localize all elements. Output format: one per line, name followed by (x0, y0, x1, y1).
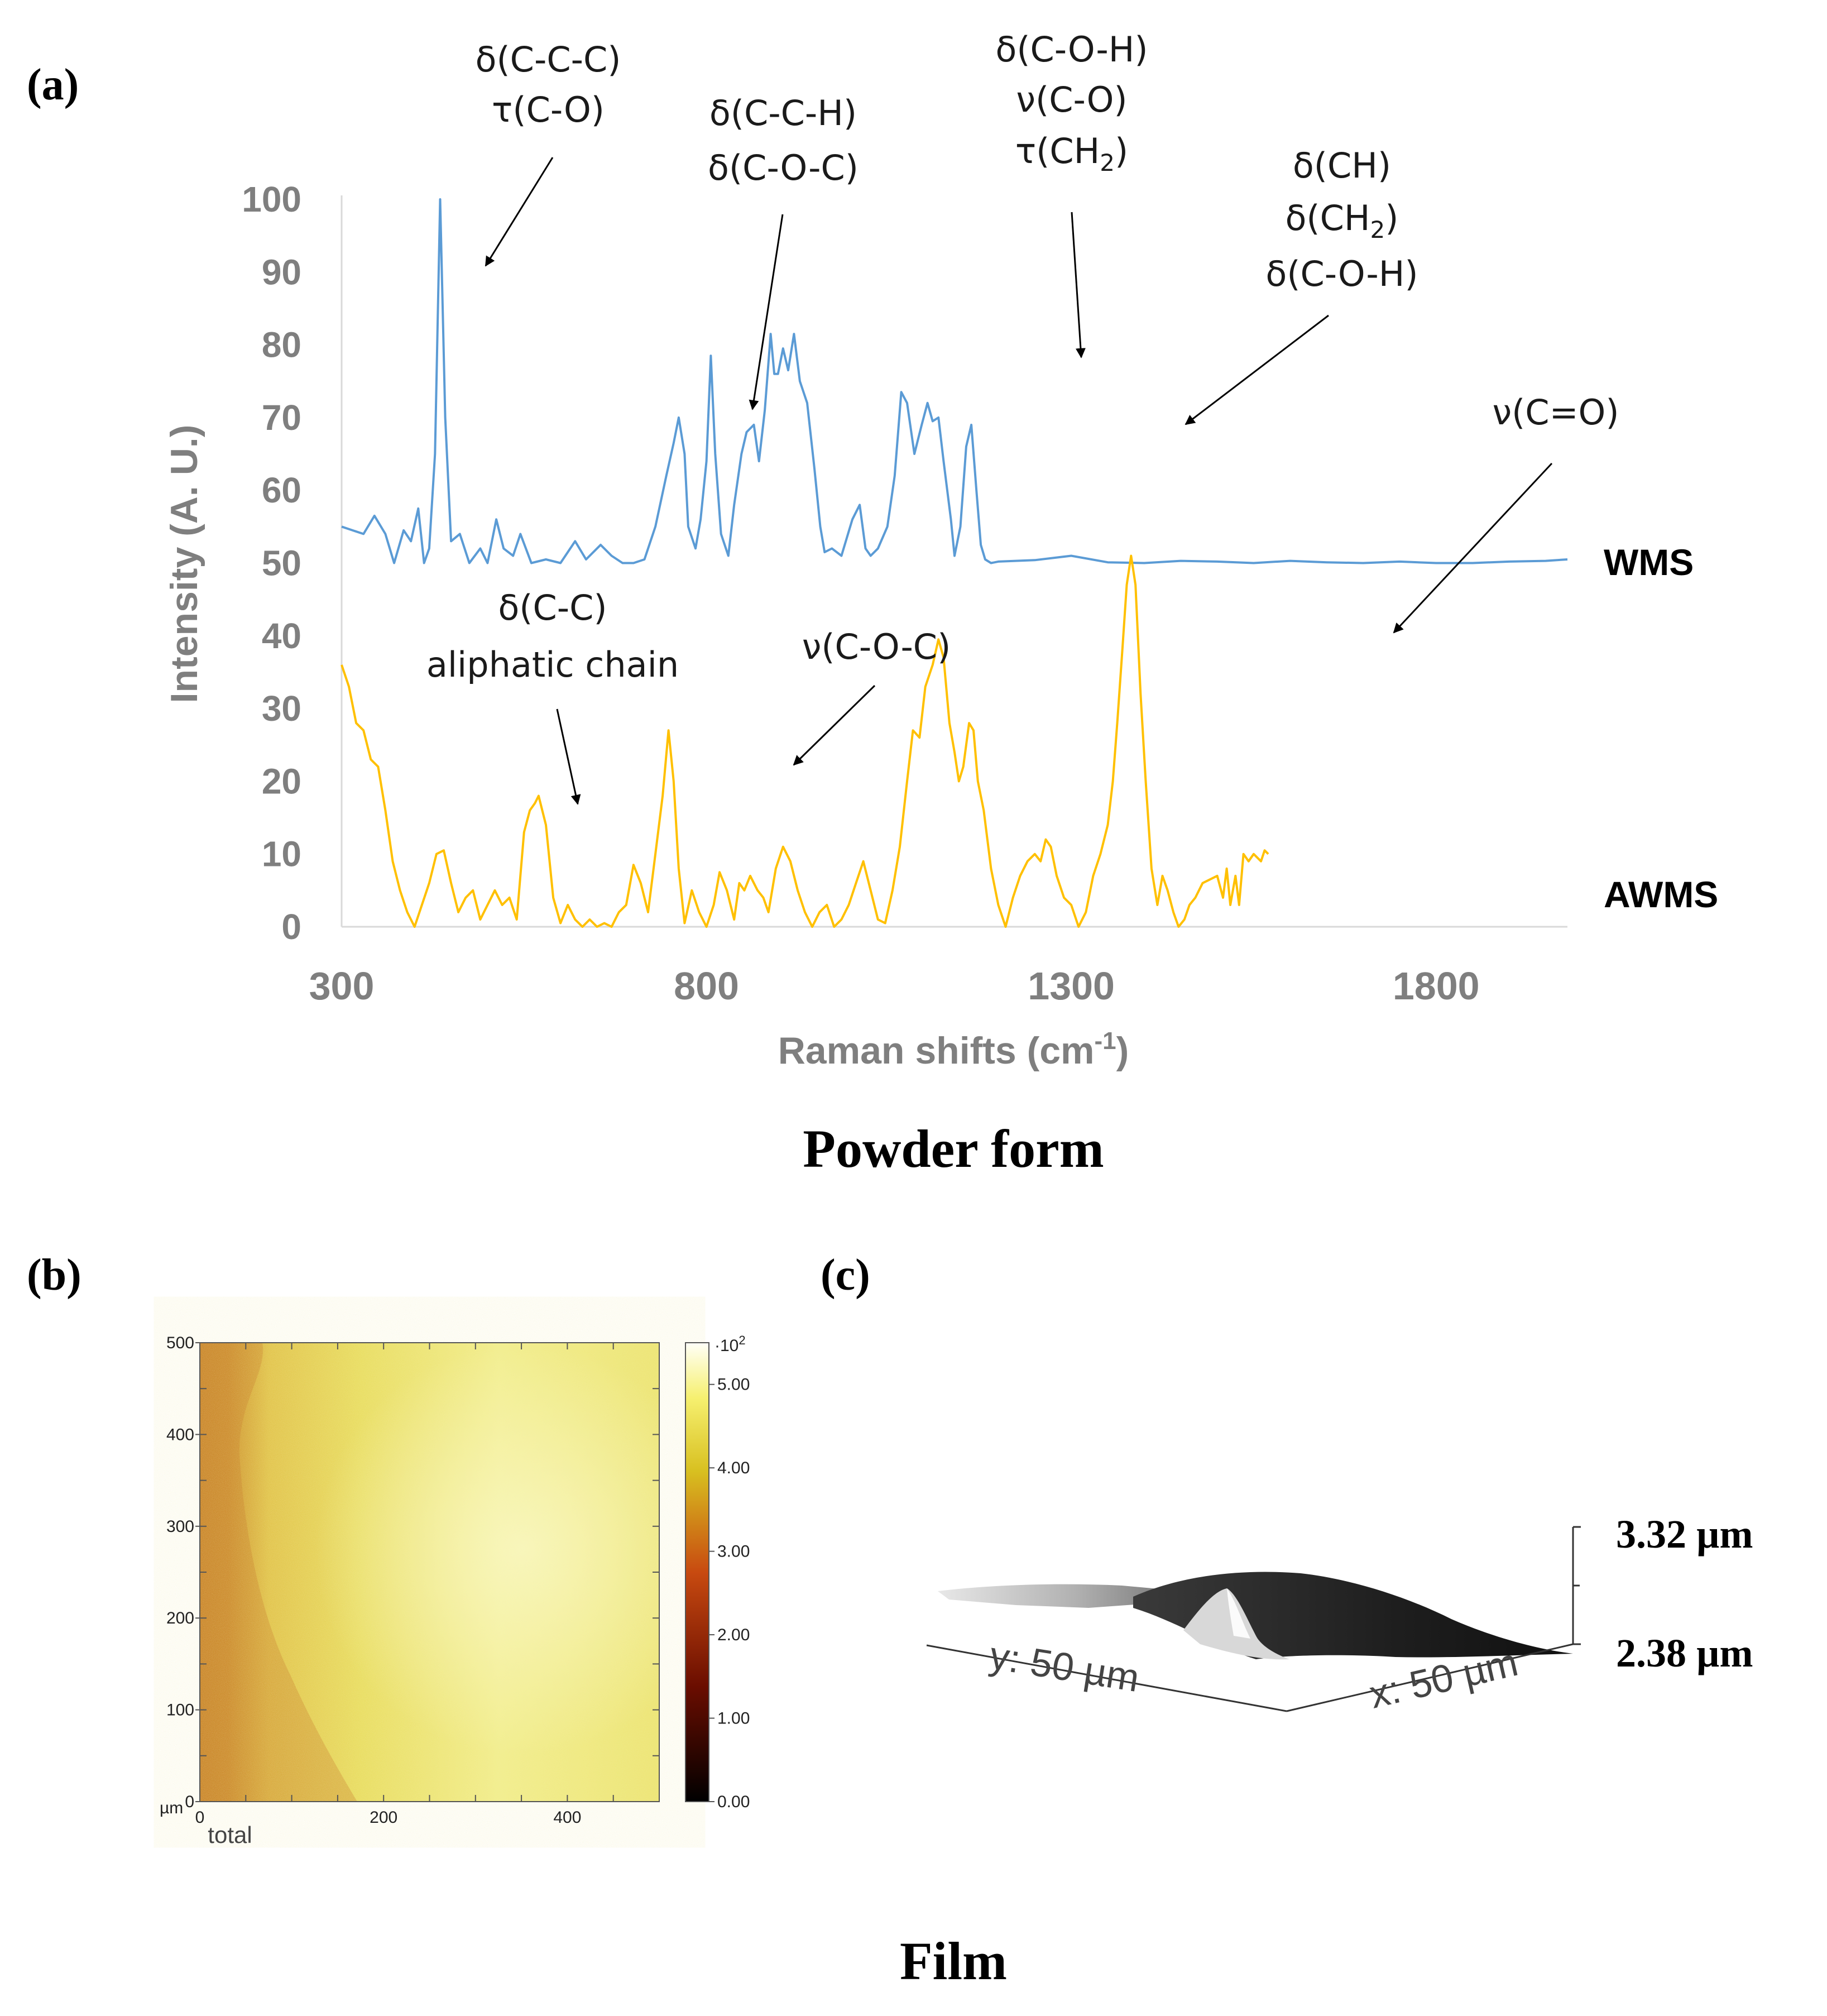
colorbar-tick: 5.00 (717, 1376, 750, 1394)
y-axis-title: Intensity (A. U.) (163, 425, 205, 703)
heatmap-y-tick: 0 (185, 1793, 194, 1811)
arrow-cc (556, 708, 581, 805)
annotation-ch: δ(CH) δ(CH2) δ(C-O-H) (1185, 145, 1418, 425)
y-tick-labels: 0 10 20 30 40 50 60 70 80 90 100 (242, 179, 301, 947)
svg-text:δ(C-C-C): δ(C-C-C) (476, 39, 621, 80)
y-tick-label: 50 (262, 543, 301, 583)
y-tick-label: 40 (262, 616, 301, 656)
svg-text:δ(C-O-H): δ(C-O-H) (1265, 253, 1418, 294)
arrow-coc (793, 684, 876, 766)
x-tick-label: 300 (309, 964, 375, 1008)
heatmap-image (200, 1343, 659, 1802)
svg-text:ν(C=O): ν(C=O) (1492, 392, 1619, 433)
annotation-cc: δ(C-C) aliphatic chain (426, 587, 679, 805)
heatmap-x-tick: 0 (195, 1808, 205, 1827)
surface-base-x (1286, 1643, 1574, 1712)
colorbar-tick: 1.00 (717, 1709, 750, 1728)
series-label-wms: WMS (1604, 542, 1694, 583)
svg-text:δ(C-C): δ(C-C) (498, 587, 607, 628)
colorbar-tick: 2.00 (717, 1626, 750, 1644)
x-tick-labels: 300 800 1300 1800 (309, 964, 1480, 1008)
raman-chart: 0 10 20 30 40 50 60 70 80 90 100 300 800 1300 1800 In… (163, 29, 1718, 1072)
panel-c-label: (c) (821, 1251, 870, 1300)
svg-text:ν(C-O): ν(C-O) (1016, 79, 1127, 120)
colorbar-tick-labels: 0.00 1.00 2.00 3.00 4.00 5.00 (709, 1376, 750, 1811)
caption-powder-form: Powder form (803, 1119, 1104, 1179)
annotation-ccc: δ(C-C-C) τ(C-O) (476, 39, 621, 267)
heatmap-y-tick: 400 (166, 1425, 194, 1444)
annotation-coh: δ(C-O-H) ν(C-O) τ(CH2) (995, 29, 1148, 358)
surface-y-label: y: 50 µm (987, 1634, 1143, 1700)
surface-base-y (926, 1644, 1287, 1712)
annotation-cch: δ(C-C-H) δ(C-O-C) (708, 93, 859, 410)
heatmap-y-tick: 500 (166, 1334, 194, 1352)
colorbar-multiplier: ·102 (715, 1333, 746, 1355)
series-awms-line (341, 554, 1269, 928)
x-tick-label: 1300 (1028, 964, 1115, 1008)
surface-plot: y: 50 µm x: 50 µm 3.32 µm 2.38 µm (926, 1512, 1753, 1717)
colorbar-tick: 3.00 (717, 1543, 750, 1561)
svg-text:δ(CH2): δ(CH2) (1286, 198, 1399, 243)
x-tick-label: 800 (674, 964, 739, 1008)
svg-text:δ(C-C-H): δ(C-C-H) (709, 93, 857, 133)
y-tick-label: 20 (262, 761, 301, 801)
svg-text:δ(C-O-H): δ(C-O-H) (995, 29, 1148, 70)
y-tick-label: 80 (262, 325, 301, 365)
heatmap-x-tick: 400 (553, 1808, 581, 1827)
y-tick-label: 10 (262, 834, 301, 874)
arrow-cch (749, 214, 784, 410)
svg-text:τ(CH2): τ(CH2) (1015, 131, 1128, 176)
heatmap-x-tick: 200 (370, 1808, 397, 1827)
svg-text:aliphatic chain: aliphatic chain (426, 644, 679, 685)
x-tick-label: 1800 (1393, 964, 1480, 1008)
panel-b-label: (b) (27, 1251, 81, 1300)
surface-z-max: 3.32 µm (1616, 1512, 1753, 1557)
y-tick-label: 70 (262, 398, 301, 438)
colorbar-tick: 4.00 (717, 1459, 750, 1477)
svg-text:δ(C-O-C): δ(C-O-C) (708, 147, 859, 188)
series-label-awms: AWMS (1604, 874, 1718, 915)
arrow-co (1393, 462, 1553, 634)
svg-text:δ(CH): δ(CH) (1293, 145, 1391, 186)
heatmap-y-tick: 200 (166, 1609, 194, 1627)
heatmap-x-tick-labels: 0 200 400 (195, 1808, 582, 1827)
colorbar: 0.00 1.00 2.00 3.00 4.00 5.00 ·102 (685, 1333, 750, 1811)
y-tick-label: 100 (242, 179, 301, 219)
heatmap-panel: 0 100 200 300 400 500 0 200 400 µm total 0.00 1.… (160, 1333, 750, 1848)
arrow-coh (1071, 212, 1086, 358)
annotation-coc: ν(C-O-C) (793, 626, 951, 766)
heatmap-x-unit: µm (160, 1799, 183, 1817)
surface-z-min: 2.38 µm (1616, 1631, 1753, 1675)
heatmap-frame-ticks (199, 1342, 660, 1802)
colorbar-gradient (685, 1342, 709, 1802)
heatmap-x-label: total (208, 1822, 252, 1848)
colorbar-tick: 0.00 (717, 1793, 750, 1811)
annotation-co: ν(C=O) (1393, 392, 1619, 634)
heatmap-y-tick: 300 (166, 1517, 194, 1536)
heatmap-y-tick-labels: 0 100 200 300 400 500 (166, 1334, 200, 1811)
svg-text:ν(C-O-C): ν(C-O-C) (802, 626, 951, 667)
arrow-ccc (485, 157, 554, 267)
y-tick-label: 90 (262, 252, 301, 292)
x-axis-title: Raman shifts (cm-1) (778, 1027, 1129, 1072)
y-tick-label: 30 (262, 688, 301, 729)
arrow-ch (1185, 314, 1329, 425)
heatmap-y-tick: 100 (166, 1701, 194, 1720)
svg-text:τ(C-O): τ(C-O) (492, 89, 605, 130)
caption-film: Film (900, 1931, 1007, 1991)
y-tick-label: 60 (262, 470, 301, 510)
series-wms-line (341, 198, 1568, 564)
panel-a-label: (a) (27, 60, 79, 109)
y-tick-label: 0 (281, 907, 301, 947)
